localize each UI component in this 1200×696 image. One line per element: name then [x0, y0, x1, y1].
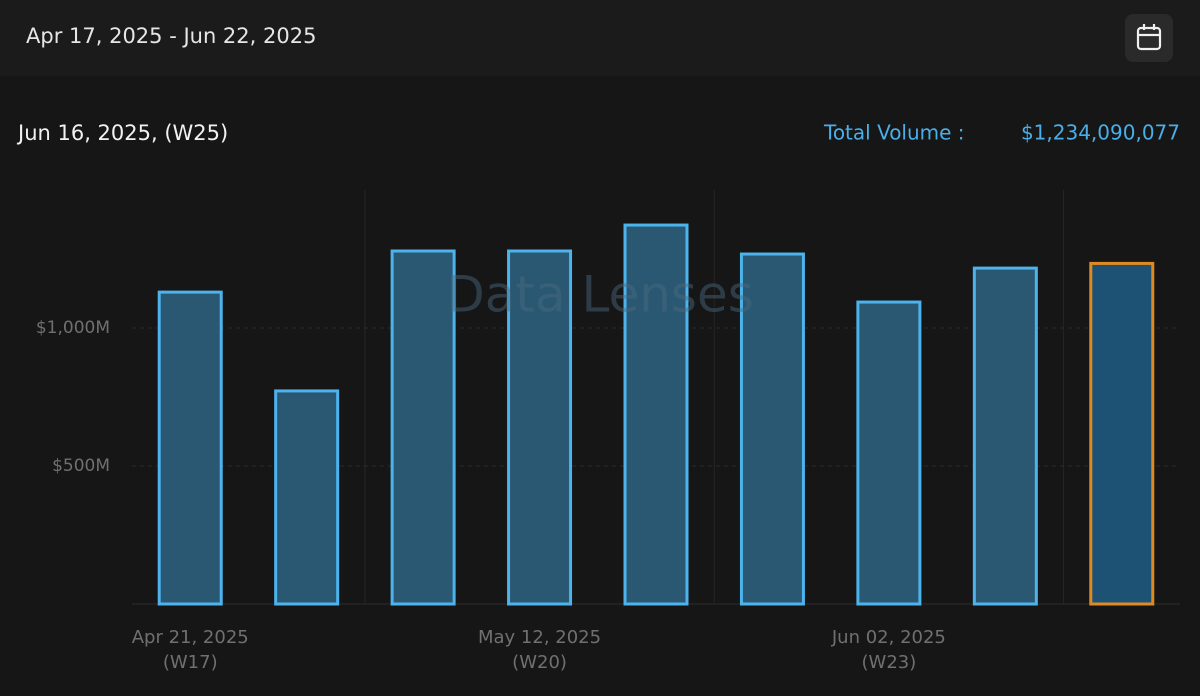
x-tick-sublabel: (W17)	[163, 652, 218, 673]
bar	[739, 252, 805, 606]
y-tick-label: $1,000M	[36, 318, 110, 338]
calendar-icon	[1136, 24, 1162, 51]
header: Apr 17, 2025 - Jun 22, 2025	[0, 0, 1200, 76]
x-tick-sublabel: (W23)	[862, 652, 917, 673]
watermark: Data Lenses	[446, 266, 754, 324]
total-value: $1,234,090,077	[1021, 121, 1180, 145]
bar	[507, 249, 573, 606]
x-tick-label: Apr 21, 2025	[132, 627, 249, 648]
bar	[274, 389, 340, 606]
bar	[972, 266, 1038, 606]
calendar-button[interactable]	[1125, 14, 1173, 62]
x-tick-sublabel: (W20)	[512, 652, 567, 673]
bar	[390, 249, 456, 606]
bar	[1089, 261, 1155, 606]
bar	[157, 290, 223, 606]
total-label: Total Volume :	[823, 121, 965, 145]
date-range[interactable]: Apr 17, 2025 - Jun 22, 2025	[26, 24, 317, 48]
x-tick-label: Jun 02, 2025	[831, 627, 946, 648]
chart-title: Jun 16, 2025, (W25)	[16, 121, 228, 145]
x-tick-label: May 12, 2025	[478, 627, 601, 648]
y-tick-label: $500M	[52, 456, 110, 476]
bar	[623, 223, 689, 606]
bar	[856, 300, 922, 606]
